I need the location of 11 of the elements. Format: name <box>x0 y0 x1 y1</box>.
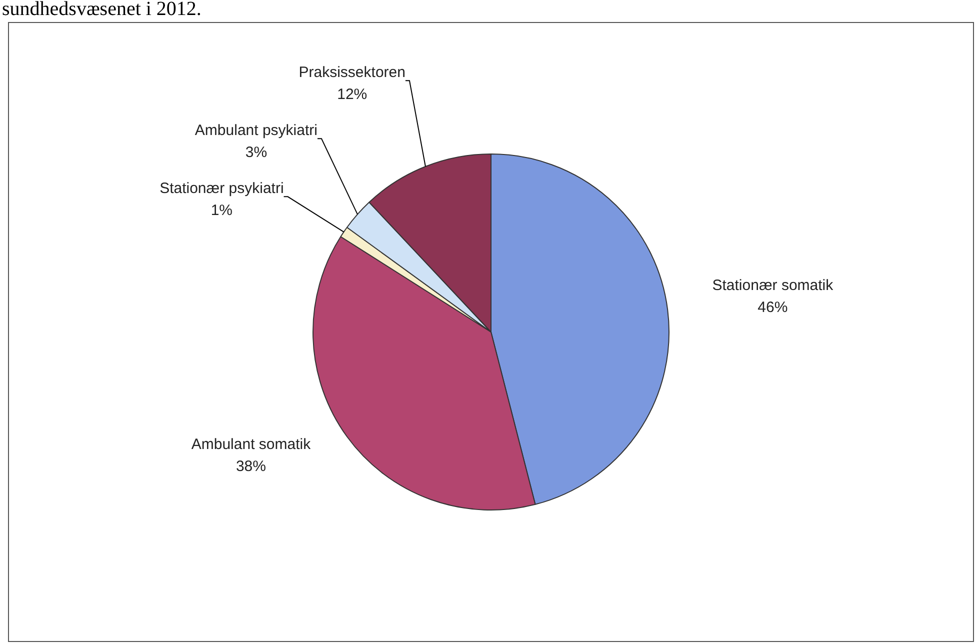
slice-label: Stationær somatik <box>712 277 834 294</box>
slice-label: Stationær psykiatri <box>160 180 284 197</box>
slice-label: Ambulant psykiatri <box>194 122 318 139</box>
data-label: 38% <box>236 458 266 476</box>
slice-label: Ambulant somatik <box>191 436 312 454</box>
data-label: 1% <box>210 202 233 219</box>
data-label: 3% <box>245 144 268 161</box>
data-label: 12% <box>337 86 368 103</box>
slice-label: Praksissektoren <box>298 64 406 81</box>
data-label: 46% <box>758 299 788 316</box>
chart-title: sundhedsvæsenet i 2012. <box>2 0 202 21</box>
